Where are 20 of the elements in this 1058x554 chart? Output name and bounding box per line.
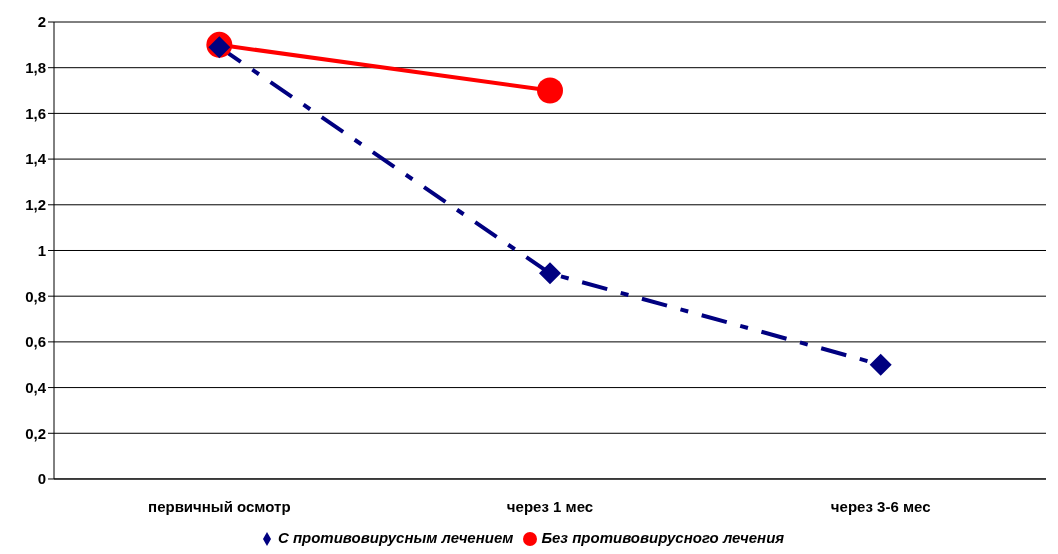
x-tick-label: через 1 мес [506,497,594,515]
y-tick-label: 1 [37,241,46,259]
x-tick-label: первичный осмотр [148,497,291,515]
y-tick-label: 1,2 [25,196,46,214]
y-tick-label: 0,4 [25,378,47,396]
legend-label: Без противовирусного лечения [541,528,785,546]
y-tick-label: 0,2 [25,424,46,442]
y-tick-label: 0,8 [25,287,46,305]
point [208,36,231,59]
y-tick-label: 1,4 [25,150,47,168]
x-tick-label: через 3-6 мес [830,497,931,515]
y-tick-label: 0 [37,470,46,488]
y-tick-label: 0,6 [25,333,46,351]
y-tick-label: 2 [37,13,46,31]
point [539,262,561,285]
point [869,353,892,376]
legend-label: С противовирусным лечением [277,528,514,546]
y-tick-label: 1,6 [25,104,46,122]
point [537,77,563,104]
y-tick-label: 1,8 [25,59,46,77]
